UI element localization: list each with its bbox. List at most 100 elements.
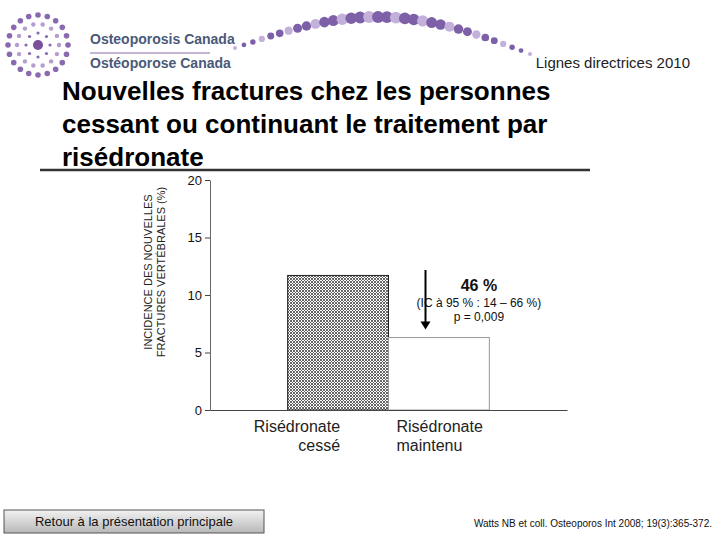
logo-dot (64, 33, 70, 39)
annotation-arrowhead (421, 322, 431, 330)
y-tick: 15 (188, 230, 210, 245)
x-tick: Risédronatemaintenu (397, 410, 483, 454)
logo-dot (59, 25, 65, 31)
logo-dot (53, 18, 59, 24)
x-axis-line (211, 410, 568, 411)
logo-dot (44, 14, 50, 20)
x-tick-label: Risédronatemaintenu (397, 418, 483, 454)
logo-dot (64, 51, 70, 57)
logo-dot (45, 35, 48, 38)
logo-dot (35, 12, 41, 18)
bar (288, 275, 389, 410)
logo-dot (35, 72, 41, 78)
logo-dot (59, 60, 65, 66)
y-tick-label: 20 (188, 173, 202, 188)
header-dot (472, 30, 480, 38)
logo-dot (45, 52, 48, 55)
annotation: 46 % (IC à 95 % : 14 – 66 %)p = 0,009 (417, 270, 542, 330)
header-dot (509, 44, 515, 50)
logo-dot (7, 51, 13, 57)
logo-dot (7, 33, 13, 39)
header-dot (435, 19, 446, 30)
title-rule (40, 169, 590, 172)
logo-text: Osteoporosis Canada (90, 31, 235, 47)
logo-dot (36, 31, 39, 34)
logo-dot (18, 66, 24, 72)
back-button-label[interactable]: Retour à la présentation principale (35, 514, 233, 529)
annotation-text: (IC à 95 % : 14 – 66 %) (417, 296, 542, 310)
logo-dot (55, 52, 59, 56)
logo-dot (48, 43, 51, 46)
logo-dot (28, 52, 31, 55)
y-tick-label: 15 (188, 230, 202, 245)
header-decoration (5, 11, 532, 78)
logo-dot (49, 26, 53, 30)
annotation-text: 46 % (461, 277, 497, 294)
logo-dot (40, 22, 44, 26)
y-tick-mark (205, 295, 210, 296)
logo-dot (15, 43, 19, 47)
logo-dot (11, 60, 17, 66)
y-tick: 0 (195, 403, 210, 418)
header-dot (426, 17, 437, 28)
y-tick-mark (205, 238, 210, 239)
logo-dot (24, 43, 27, 46)
logo-dot (65, 42, 71, 48)
header-dot (242, 43, 247, 48)
header-dot (445, 22, 455, 32)
logo-dot (49, 59, 53, 63)
y-tick: 20 (188, 173, 210, 188)
logo-center (33, 40, 43, 50)
logo-dot (11, 25, 17, 31)
logo-dot (17, 34, 21, 38)
y-tick-label: 5 (195, 345, 202, 360)
back-button[interactable]: Retour à la présentation principale (4, 510, 264, 533)
header-dot (276, 29, 284, 37)
header-dot (293, 24, 302, 33)
logo-dot (36, 55, 39, 58)
slide: Osteoporosis CanadaOstéoporose CanadaLig… (0, 0, 720, 540)
logo-dot (55, 34, 59, 38)
y-tick-mark (205, 180, 210, 181)
x-tick-label: Risédronatecessé (254, 418, 340, 454)
y-tick-label: 0 (195, 403, 202, 418)
header-dot (284, 27, 292, 35)
logo-dot (23, 59, 27, 63)
x-axis: Risédronatecessé Risédronatemaintenu (211, 410, 568, 454)
header-dot (481, 34, 489, 42)
logo-dot (53, 66, 59, 72)
header-dot (528, 52, 532, 56)
x-tick: Risédronatecessé (254, 410, 340, 454)
header-dot (500, 41, 506, 47)
header-dot (491, 37, 498, 44)
header-dot (319, 17, 330, 28)
logo-dot (31, 63, 35, 67)
y-axis-line (210, 181, 211, 411)
header-dot (454, 24, 464, 34)
y-tick: 10 (188, 288, 210, 303)
logo-dot (18, 18, 24, 24)
header-dot (267, 33, 274, 40)
y-axis-title: INCIDENCE DES NOUVELLESFRACTURES VERTÉBR… (142, 187, 167, 357)
logo-dot (26, 14, 32, 20)
logo-dot (40, 63, 44, 67)
y-tick-label: 10 (188, 288, 202, 303)
header-dot (463, 27, 472, 36)
logo-dot (31, 22, 35, 26)
logo-dot (57, 43, 61, 47)
header-dot (250, 39, 256, 45)
header-dot (302, 21, 312, 31)
logo-text: Ostéoporose Canada (90, 55, 231, 71)
logo-dot (26, 71, 32, 77)
back-button-box[interactable] (4, 510, 264, 533)
annotation-text: p = 0,009 (454, 310, 505, 324)
y-tick-mark (205, 353, 210, 354)
header-dot (519, 48, 524, 53)
header-dot (310, 19, 320, 29)
bar (389, 338, 490, 410)
logo-dot (23, 26, 27, 30)
y-tick: 5 (195, 345, 210, 360)
annotation-arrow (425, 270, 427, 324)
y-tick-mark (205, 410, 210, 411)
logo-rule (90, 53, 210, 54)
